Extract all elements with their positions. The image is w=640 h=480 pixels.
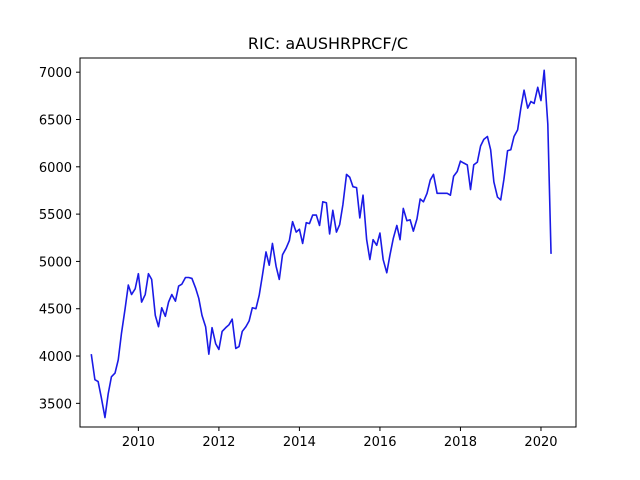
- x-tick-label: 2018: [444, 435, 477, 450]
- y-tick-label: 3500: [39, 397, 72, 412]
- x-axis: 2010 2012 2014 2016 2018 2020: [122, 427, 558, 450]
- plot-area: [90, 69, 552, 419]
- chart-title: RIC: aAUSHRPRCF/C: [248, 34, 408, 53]
- y-axis: 3500 4000 4500 5000 5500 6000 6500 7000: [39, 66, 80, 412]
- axes-frame: [79, 57, 577, 428]
- x-tick-label: 2014: [283, 435, 316, 450]
- y-tick-label: 4000: [39, 350, 72, 365]
- y-tick-label: 6000: [39, 161, 72, 176]
- x-tick-label: 2016: [363, 435, 396, 450]
- x-tick-label: 2012: [202, 435, 235, 450]
- x-tick-label: 2010: [122, 435, 155, 450]
- y-tick-label: 7000: [39, 66, 72, 81]
- series-line-0: [90, 69, 552, 419]
- y-tick-label: 4500: [39, 303, 72, 318]
- y-tick-label: 5000: [39, 255, 72, 270]
- y-tick-label: 6500: [39, 114, 72, 129]
- x-tick-label: 2020: [524, 435, 557, 450]
- y-tick-label: 5500: [39, 208, 72, 223]
